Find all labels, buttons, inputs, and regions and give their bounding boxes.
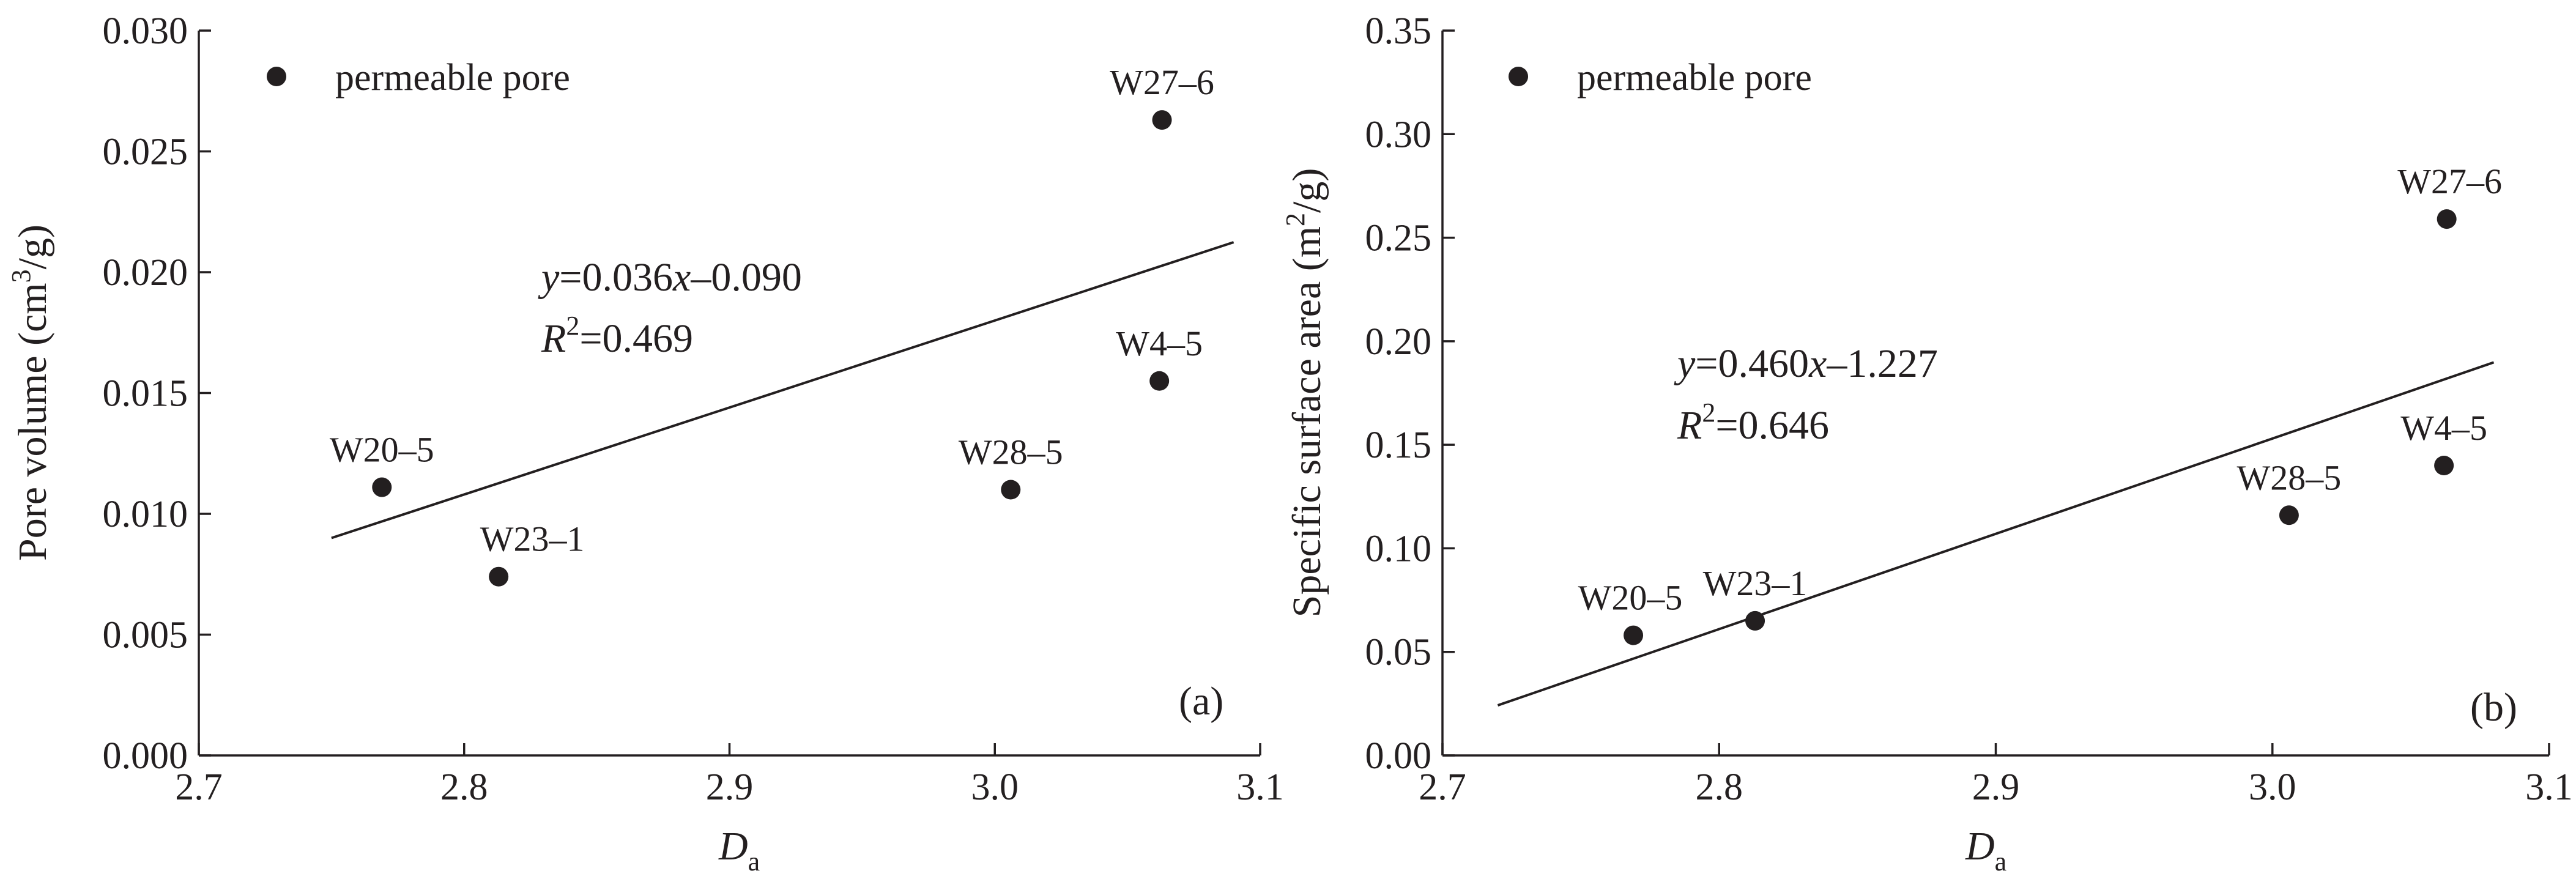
y-tick-label: 0.025	[103, 132, 188, 173]
x-tick-label: 3.0	[2249, 766, 2296, 808]
y-tick-label: 0.10	[1365, 528, 1432, 569]
data-point	[489, 566, 509, 587]
x-tick-label: 2.7	[1419, 766, 1466, 808]
data-point-label: W28–5	[2237, 458, 2342, 497]
data-point	[1624, 625, 1644, 645]
x-axis-title: Da	[1965, 824, 2006, 877]
fit-equation: y=0.460x–1.227	[1674, 341, 1938, 386]
x-tick-label: 2.8	[440, 766, 488, 808]
y-tick-label: 0.30	[1365, 114, 1432, 155]
y-tick-label: 0.00	[1365, 735, 1432, 777]
data-point-label: W27–6	[2397, 161, 2502, 201]
data-point-label: W28–5	[959, 432, 1063, 472]
legend: permeable pore	[1509, 57, 1812, 98]
fit-line	[1497, 361, 2495, 707]
chart-panel-a: 2.7 2.8 2.9 3.0 3.1 0.000 0.005 0.010 0.015 0.020…	[6, 10, 1284, 877]
fit-line-group	[331, 241, 1234, 540]
legend-label: permeable pore	[1577, 57, 1812, 98]
y-tick-label: 0.015	[103, 373, 188, 415]
x-tick-label: 3.1	[2525, 766, 2573, 808]
x-tick-label: 2.8	[1696, 766, 1743, 808]
data-point-label: W4–5	[1116, 324, 1203, 363]
y-tick-label: 0.20	[1365, 321, 1432, 363]
data-point	[2279, 505, 2299, 525]
y-tick-label: 0.35	[1365, 10, 1432, 52]
panel-tag: (a)	[1179, 679, 1223, 724]
y-tick-label: 0.25	[1365, 218, 1432, 259]
y-tick-label: 0.030	[103, 10, 188, 52]
x-axis-title: Da	[718, 824, 760, 877]
fit-line-group	[1497, 361, 2495, 707]
y-tick-label: 0.000	[103, 735, 188, 777]
data-point-label: W4–5	[2400, 408, 2487, 448]
y-axis-title: Pore volume (cm3/g)	[6, 224, 55, 561]
tick-group: 2.7 2.8 2.9 3.0 3.1 0.000 0.005 0.010 0.015 0.020…	[103, 10, 1284, 808]
fit-line	[331, 241, 1234, 540]
y-tick-label: 0.05	[1365, 632, 1432, 673]
legend-label: permeable pore	[335, 57, 570, 98]
y-tick-label: 0.15	[1365, 425, 1432, 466]
fit-r-squared: R2=0.469	[541, 311, 693, 361]
x-tick-label: 3.0	[971, 766, 1019, 808]
point-group: W20–5 W23–1 W28–5 W4–5 W27–6	[330, 62, 1214, 587]
data-point-label: W27–6	[1110, 62, 1214, 102]
data-point	[1152, 110, 1172, 130]
data-point	[2434, 456, 2454, 475]
panel-tag: (b)	[2470, 685, 2517, 730]
legend-marker	[1509, 67, 1528, 86]
data-point	[1001, 480, 1021, 500]
y-tick-label: 0.005	[103, 615, 188, 656]
tick-group: 2.7 2.8 2.9 3.0 3.1 0.00 0.05 0.10 0.15 0.20 0.25 0…	[1365, 10, 2573, 808]
data-point	[1745, 610, 1765, 631]
data-point-label: W20–5	[330, 430, 434, 470]
fit-r-squared: R2=0.646	[1677, 398, 1829, 448]
y-axis-title: Specific surface area (m2/g)	[1280, 168, 1329, 618]
data-point	[1149, 371, 1170, 391]
x-tick-label: 2.9	[706, 766, 754, 808]
data-point-label: W23–1	[1703, 563, 1808, 603]
data-point-label: W20–5	[1578, 578, 1683, 618]
x-tick-label: 2.7	[175, 766, 223, 808]
fit-equation: y=0.036x–0.090	[538, 255, 802, 300]
y-tick-label: 0.020	[103, 252, 188, 294]
chart-panel-b: 2.7 2.8 2.9 3.0 3.1 0.00 0.05 0.10 0.15 0.20 0.25 0…	[1280, 10, 2573, 877]
legend-marker	[267, 67, 286, 86]
x-tick-label: 2.9	[1972, 766, 2020, 808]
data-point-label: W23–1	[480, 519, 585, 559]
legend: permeable pore	[267, 57, 570, 98]
y-tick-label: 0.010	[103, 494, 188, 535]
data-point	[2437, 209, 2457, 229]
point-group: W20–5 W23–1 W28–5 W4–5 W27–6	[1578, 161, 2502, 645]
x-tick-label: 3.1	[1236, 766, 1284, 808]
data-point	[372, 477, 392, 497]
